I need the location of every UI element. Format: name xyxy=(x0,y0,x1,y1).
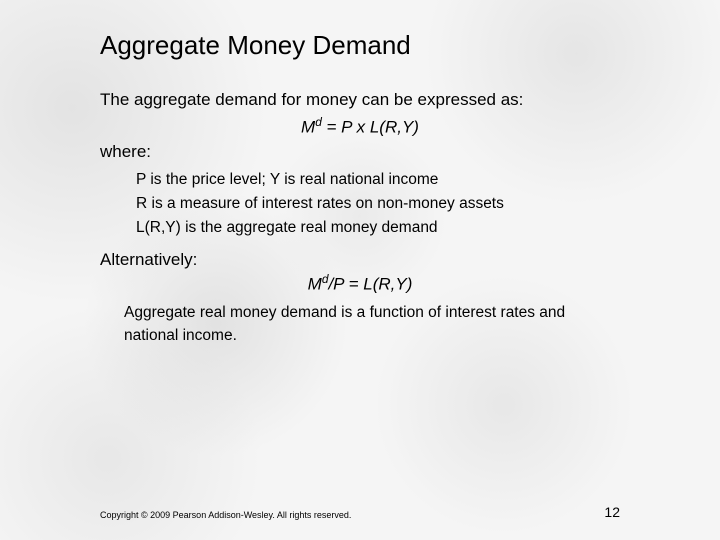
alternatively-label: Alternatively: xyxy=(100,250,620,270)
intro-text: The aggregate demand for money can be ex… xyxy=(100,87,620,113)
eq1-superscript: d xyxy=(315,115,322,129)
slide-title: Aggregate Money Demand xyxy=(100,30,620,61)
slide-footer: Copyright © 2009 Pearson Addison-Wesley.… xyxy=(100,504,620,520)
where-label: where: xyxy=(100,142,620,162)
copyright-text: Copyright © 2009 Pearson Addison-Wesley.… xyxy=(100,510,351,520)
page-number: 12 xyxy=(604,504,620,520)
def-p: P is the price level; Y is real national… xyxy=(136,168,620,192)
equation-2: Md/P = L(R,Y) xyxy=(100,272,620,295)
eq2-rest: /P = L(R,Y) xyxy=(328,275,412,294)
eq2-m: M xyxy=(308,275,322,294)
def-l: L(R,Y) is the aggregate real money deman… xyxy=(136,216,620,240)
def-r: R is a measure of interest rates on non-… xyxy=(136,192,620,216)
equation-1: Md = P x L(R,Y) xyxy=(100,115,620,138)
eq1-rest: = P x L(R,Y) xyxy=(322,118,419,137)
definitions-block: P is the price level; Y is real national… xyxy=(136,168,620,240)
eq1-m: M xyxy=(301,118,315,137)
closing-text: Aggregate real money demand is a functio… xyxy=(124,301,620,348)
slide-container: Aggregate Money Demand The aggregate dem… xyxy=(0,0,720,540)
